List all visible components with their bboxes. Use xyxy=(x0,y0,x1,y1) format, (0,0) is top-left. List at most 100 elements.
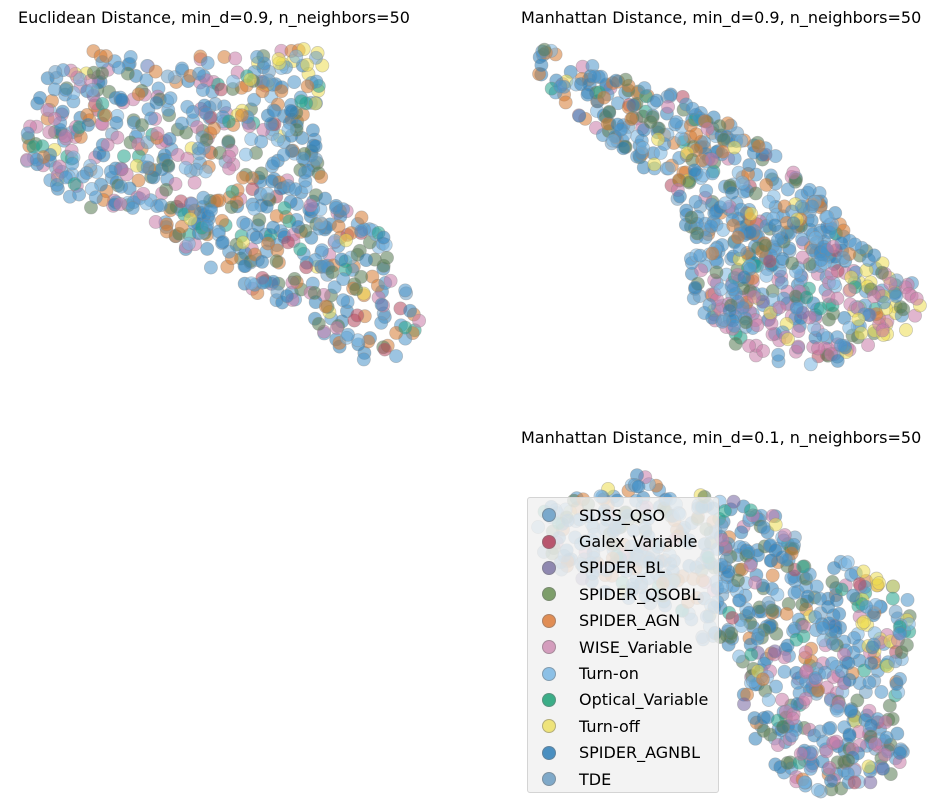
legend-item-spider-agn: SPIDER_AGN xyxy=(528,608,718,634)
point-wise-variable xyxy=(150,126,165,141)
point-galex-variable xyxy=(725,610,740,625)
point-spider-agnbl xyxy=(283,103,298,118)
point-wise-variable xyxy=(785,711,800,726)
legend-item-galex-variable: Galex_Variable xyxy=(528,528,718,554)
point-sdss-qso xyxy=(787,585,802,600)
point-spider-agn xyxy=(731,230,745,245)
point-sdss-qso xyxy=(239,217,254,232)
point-wise-variable xyxy=(795,250,810,265)
point-sdss-qso xyxy=(741,544,756,559)
point-wise-variable xyxy=(700,121,715,136)
point-spider-agnbl xyxy=(580,87,595,102)
point-sdss-qso xyxy=(702,298,717,312)
point-optical-variable xyxy=(221,114,236,129)
point-optical-variable xyxy=(799,290,814,305)
point-wise-variable xyxy=(770,738,785,753)
point-spider-agnbl xyxy=(867,248,882,263)
point-wise-variable xyxy=(798,645,813,660)
point-sdss-qso xyxy=(111,60,126,75)
point-sdss-qso xyxy=(802,182,817,197)
point-turn-off xyxy=(857,614,871,629)
point-turn-on xyxy=(636,140,650,155)
point-galex-variable xyxy=(852,577,867,591)
point-sdss-qso xyxy=(879,730,894,745)
point-turn-off xyxy=(854,326,869,341)
point-wise-variable xyxy=(829,734,844,749)
point-spider-agnbl xyxy=(876,761,891,776)
point-sdss-qso xyxy=(900,592,915,607)
point-turn-on xyxy=(759,268,774,283)
point-sdss-qso xyxy=(843,703,858,718)
point-wise-variable xyxy=(47,111,62,126)
point-sdss-qso xyxy=(192,66,206,81)
point-spider-qsobl xyxy=(728,336,743,351)
point-spider-agnbl xyxy=(748,731,763,746)
point-sdss-qso xyxy=(699,183,714,198)
point-sdss-qso xyxy=(751,627,766,642)
point-wise-variable xyxy=(819,744,834,759)
legend-label: Turn-on xyxy=(579,664,639,684)
point-wise-variable xyxy=(222,149,237,164)
point-sdss-qso xyxy=(553,79,568,94)
point-sdss-qso xyxy=(114,179,129,194)
point-sdss-qso xyxy=(140,160,155,175)
point-sdss-qso xyxy=(174,116,189,131)
point-sdss-qso xyxy=(756,520,771,535)
point-sdss-qso xyxy=(276,147,291,162)
point-wise-variable xyxy=(756,344,771,358)
point-turn-on xyxy=(244,276,259,291)
legend-item-tde: TDE xyxy=(528,766,718,792)
point-optical-variable xyxy=(398,320,413,335)
point-tde xyxy=(48,64,63,79)
point-optical-variable xyxy=(813,301,828,316)
point-spider-agnbl xyxy=(747,711,762,726)
legend-label: SPIDER_AGN xyxy=(579,611,681,631)
point-wise-variable xyxy=(329,320,344,335)
point-sdss-qso xyxy=(199,106,214,121)
point-wise-variable xyxy=(877,747,892,762)
point-wise-variable xyxy=(909,291,924,306)
point-turn-off xyxy=(861,759,876,774)
point-wise-variable xyxy=(868,737,883,751)
point-spider-qsobl xyxy=(748,186,763,201)
point-turn-off xyxy=(183,212,198,226)
point-spider-qsobl xyxy=(161,158,175,173)
point-turn-off xyxy=(744,206,759,221)
point-sdss-qso xyxy=(247,92,262,107)
point-sdss-qso xyxy=(153,198,168,213)
point-spider-agn xyxy=(261,236,275,251)
point-sdss-qso xyxy=(287,75,302,90)
point-spider-agnbl xyxy=(146,170,161,185)
point-sdss-qso xyxy=(125,200,140,215)
point-sdss-qso xyxy=(803,761,818,776)
point-turn-on xyxy=(260,187,275,201)
point-wise-variable xyxy=(772,300,787,315)
point-spider-qsobl xyxy=(602,104,617,119)
point-spider-agnbl xyxy=(266,220,281,235)
point-wise-variable xyxy=(743,558,758,573)
point-spider-agn xyxy=(779,606,794,621)
point-spider-agn xyxy=(331,219,346,234)
point-wise-variable xyxy=(830,291,845,306)
point-sdss-qso xyxy=(222,244,237,259)
point-spider-agnbl xyxy=(200,241,215,256)
point-spider-agnbl xyxy=(829,593,844,608)
point-turn-on xyxy=(181,236,196,251)
point-spider-qsobl xyxy=(269,254,284,269)
point-sdss-qso xyxy=(296,151,310,166)
point-spider-agnbl xyxy=(616,141,631,156)
point-sdss-qso xyxy=(735,300,750,315)
point-spider-agn xyxy=(558,95,573,110)
point-spider-agnbl xyxy=(374,297,389,312)
point-spider-agnbl xyxy=(280,289,294,304)
point-spider-qsobl xyxy=(224,200,239,214)
point-turn-off xyxy=(872,576,886,591)
point-wise-variable xyxy=(113,197,128,212)
point-spider-agnbl xyxy=(162,132,177,146)
point-wise-variable xyxy=(842,283,857,298)
point-sdss-qso xyxy=(185,104,200,119)
point-sdss-qso xyxy=(784,728,799,743)
point-turn-off xyxy=(339,233,353,248)
point-sdss-qso xyxy=(336,272,351,287)
point-sdss-qso xyxy=(195,83,210,97)
